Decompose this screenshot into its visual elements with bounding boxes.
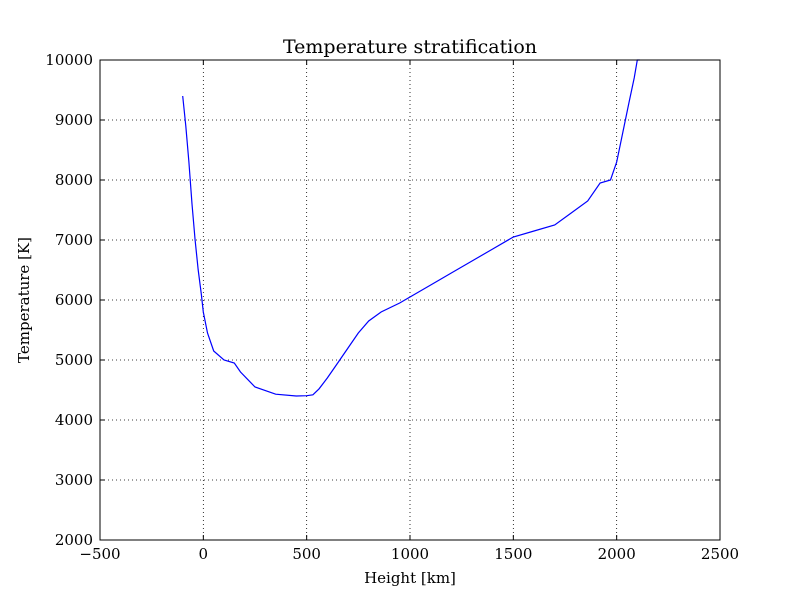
x-tick-label: 500 xyxy=(292,545,321,563)
x-tick-label: −500 xyxy=(79,545,120,563)
y-tick-label: 8000 xyxy=(55,171,93,189)
y-tick-label: 4000 xyxy=(55,411,93,429)
x-tick-labels: −500 0 500 1000 1500 2000 2500 xyxy=(79,545,739,563)
y-tick-label: 6000 xyxy=(55,291,93,309)
grid-lines xyxy=(99,59,721,541)
y-tick-label: 3000 xyxy=(55,471,93,489)
x-tick-label: 0 xyxy=(199,545,209,563)
y-axis-label: Temperature [K] xyxy=(15,237,33,363)
y-tick-labels: 2000 3000 4000 5000 6000 7000 8000 9000 10000 xyxy=(45,51,93,549)
x-tick-label: 1500 xyxy=(494,545,532,563)
tick-marks xyxy=(99,59,721,541)
x-tick-label: 1000 xyxy=(391,545,429,563)
x-axis-label: Height [km] xyxy=(364,569,456,587)
y-tick-label: 5000 xyxy=(55,351,93,369)
series-layer xyxy=(182,59,640,397)
y-tick-label: 2000 xyxy=(55,531,93,549)
y-tick-label: 10000 xyxy=(45,51,93,69)
x-tick-label: 2000 xyxy=(598,545,636,563)
y-tick-label: 9000 xyxy=(55,111,93,129)
x-tick-label: 2500 xyxy=(701,545,739,563)
temperature-series-line xyxy=(182,59,640,397)
chart-title: Temperature stratification xyxy=(283,36,537,58)
y-tick-label: 7000 xyxy=(55,231,93,249)
